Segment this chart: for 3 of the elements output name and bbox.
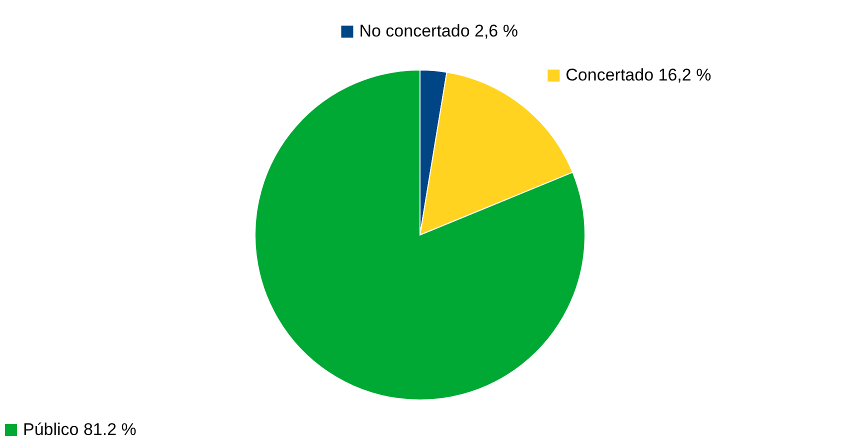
legend-label: No concertado 2,6 % bbox=[359, 22, 518, 41]
legend-label: Público 81.2 % bbox=[23, 420, 136, 439]
legend-label: Concertado 16,2 % bbox=[566, 66, 712, 85]
